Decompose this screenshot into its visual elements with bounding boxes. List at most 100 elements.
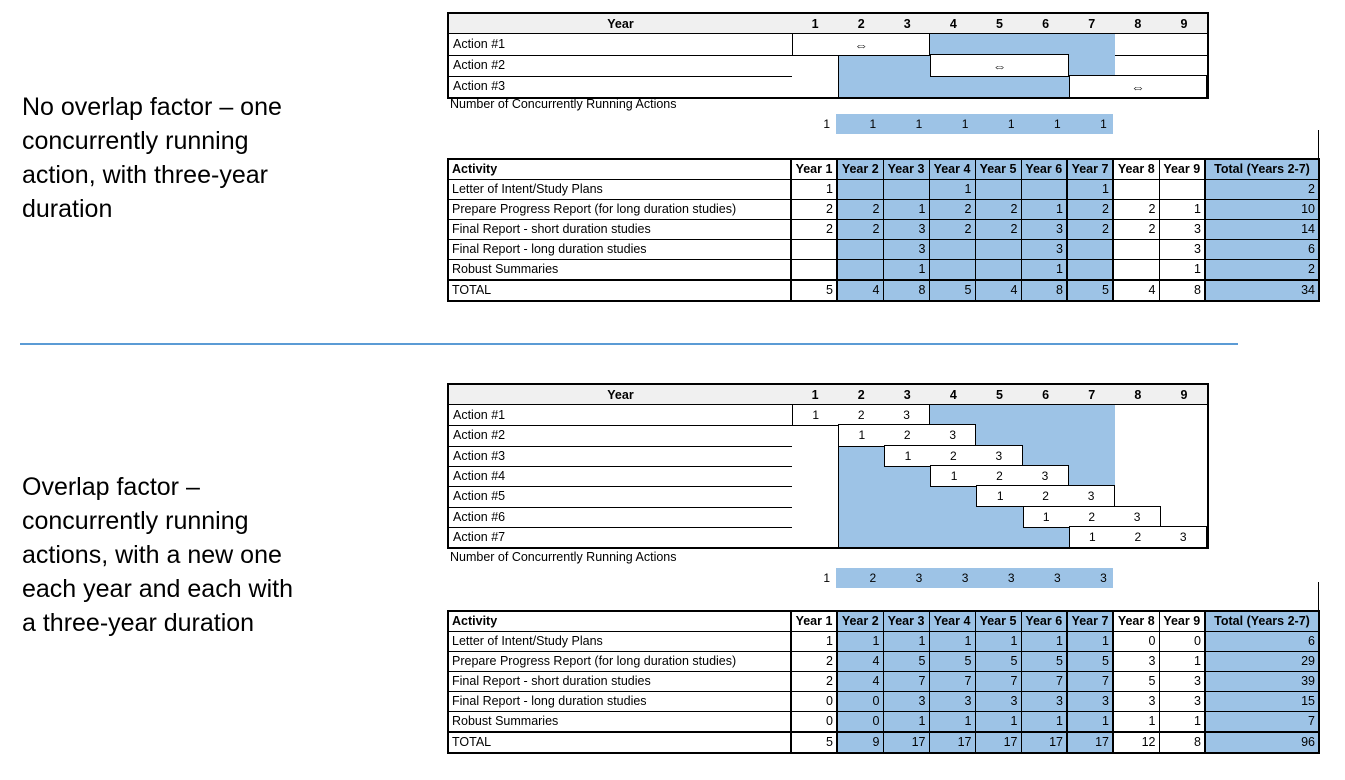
activity-row-label: Final Report - short duration studies <box>447 671 792 692</box>
gantt-bar-year-value: 1 <box>1042 509 1050 524</box>
activity-data-row: Letter of Intent/Study Plans 1 1 1 1 1 1 1 0 0 6 <box>447 631 1320 652</box>
activity-cell-value <box>928 259 976 281</box>
gantt-bar-year-value: 1 <box>858 428 866 443</box>
concurrent-count-cell: 1 <box>823 571 831 585</box>
gantt-row-separator <box>449 465 792 467</box>
gantt-bar-year-value: 3 <box>949 428 957 443</box>
activity-cell-value: 29 <box>1204 651 1320 672</box>
activity-cell-value: 2 <box>790 651 838 672</box>
activity-cell-value: 5 <box>1066 279 1114 302</box>
concurrent-count-cell: 3 <box>974 568 1021 588</box>
activity-column-header: Year 3 <box>882 158 930 180</box>
section-description-overlap: Overlap factor – concurrently running ac… <box>22 473 294 637</box>
gantt-header-row: Year 1 2 3 4 5 6 7 8 9 <box>449 385 1207 405</box>
gantt-bar-year-value: 3 <box>1179 529 1187 544</box>
activity-cell-value: 1 <box>1020 711 1068 733</box>
activity-cell-value: 2 <box>1112 199 1160 220</box>
activity-column-header: Year 9 <box>1158 610 1206 632</box>
activity-cell-value: 3 <box>1020 239 1068 260</box>
activity-cell-value: 1 <box>1158 711 1206 733</box>
activity-cell-value: 1 <box>882 711 930 733</box>
activity-cell-value: 3 <box>1158 671 1206 692</box>
activity-row-label: TOTAL <box>447 731 792 754</box>
activity-cell-value: 3 <box>928 691 976 712</box>
activity-cell-value <box>1112 179 1160 200</box>
activity-cell-value: 7 <box>1204 711 1320 733</box>
activity-cell-value: 3 <box>882 691 930 712</box>
activity-cell-value: 3 <box>1020 691 1068 712</box>
activity-column-header: Total (Years 2-7) <box>1204 158 1320 180</box>
gantt-row-label: Action #5 <box>453 489 506 504</box>
activity-cell-value: 1 <box>882 259 930 281</box>
activity-cell-value: 4 <box>836 651 884 672</box>
activity-row-label: Letter of Intent/Study Plans <box>447 179 792 200</box>
activity-column-header: Total (Years 2-7) <box>1204 610 1320 632</box>
gantt-bar: 1 2 3 <box>1068 525 1207 549</box>
gantt-year-number: 2 <box>857 17 865 31</box>
gantt-year-number: 4 <box>949 17 957 31</box>
activity-cell-value: 5 <box>1066 651 1114 672</box>
gantt-bar: 1 2 3 <box>792 404 931 427</box>
activity-cell-value: 17 <box>1020 731 1068 754</box>
activity-row-label: Final Report - short duration studies <box>447 219 792 240</box>
activity-cell-value: 1 <box>1066 631 1114 652</box>
gantt-year-header-label: Year <box>607 17 634 31</box>
activity-cell-value <box>1158 179 1206 200</box>
activity-cell-value <box>974 179 1022 200</box>
activity-cell-value: 7 <box>928 671 976 692</box>
activity-row-label: Robust Summaries <box>447 711 792 733</box>
activity-cell-value: 8 <box>882 279 930 302</box>
activity-cell-value <box>836 259 884 281</box>
gantt-year-number: 5 <box>996 388 1003 402</box>
activity-column-header: Year 1 <box>790 610 838 632</box>
gantt-row-label: Action #1 <box>453 408 506 422</box>
activity-column-header: Year 8 <box>1112 610 1160 632</box>
concurrent-count-cell: 2 <box>836 568 883 588</box>
gantt-row-separator <box>449 526 792 528</box>
gantt-year-number: 6 <box>1042 388 1050 402</box>
activity-cell-value: 1 <box>1158 199 1206 220</box>
gantt-table: Year 1 2 3 4 5 6 7 8 9 Action #1 Action #2 Action #3… <box>447 383 1209 550</box>
activity-cell-value: 3 <box>974 691 1022 712</box>
activity-column-header: Year 9 <box>1158 158 1206 180</box>
activity-column-header: Year 3 <box>882 610 930 632</box>
activity-cell-value: 3 <box>1158 691 1206 712</box>
activity-row-label: Prepare Progress Report (for long durati… <box>447 651 792 672</box>
activity-data-row: Final Report - short duration studies 2 2 3… <box>447 219 1320 240</box>
activity-cell-value: 3 <box>882 219 930 240</box>
gantt-year-number: 7 <box>1088 388 1096 402</box>
activity-cell-value: 3 <box>1158 239 1206 260</box>
activity-cell-value <box>974 259 1022 281</box>
section-divider-line <box>20 343 1238 345</box>
activity-cell-value: 17 <box>882 731 930 754</box>
activity-cell-value: 0 <box>836 691 884 712</box>
activity-column-header: Year 4 <box>928 158 976 180</box>
activity-cell-value: 4 <box>836 279 884 302</box>
activity-cell-value: 17 <box>974 731 1022 754</box>
section-description-no-overlap: No overlap factor – one concurrently run… <box>22 93 282 223</box>
activity-cell-value: 14 <box>1204 219 1320 240</box>
concurrent-count-cell: 3 <box>1066 568 1113 588</box>
gantt-year-number: 6 <box>1042 17 1050 31</box>
gantt-bar-year-value: 2 <box>857 408 865 423</box>
activity-row-label: Letter of Intent/Study Plans <box>447 631 792 652</box>
activity-cell-value: 3 <box>1066 691 1114 712</box>
gantt-bar: 1 2 3 <box>884 444 1023 467</box>
activity-cell-value: 1 <box>836 631 884 652</box>
activity-cell-value: 6 <box>1204 631 1320 652</box>
activity-cell-value <box>1020 179 1068 200</box>
activity-column-header: Year 6 <box>1020 610 1068 632</box>
concurrent-count-cell: 1 <box>823 117 831 131</box>
activity-cell-value: 2 <box>1066 199 1114 220</box>
activity-cell-value <box>1112 239 1160 260</box>
double-arrow-icon: ⇔ <box>1130 78 1145 95</box>
activity-cell-value <box>836 239 884 260</box>
gantt-bar-year-value: 3 <box>903 408 910 423</box>
activity-cell-value: 12 <box>1112 731 1160 754</box>
activity-data-row: Final Report - long duration studies 0 0 3 3… <box>447 691 1320 712</box>
activity-cell-value: 2 <box>1066 219 1114 240</box>
activity-cell-value: 5 <box>790 731 838 754</box>
activity-row-label: TOTAL <box>447 279 792 302</box>
activity-cell-value: 5 <box>928 651 976 672</box>
activity-cell-value <box>1066 259 1114 281</box>
